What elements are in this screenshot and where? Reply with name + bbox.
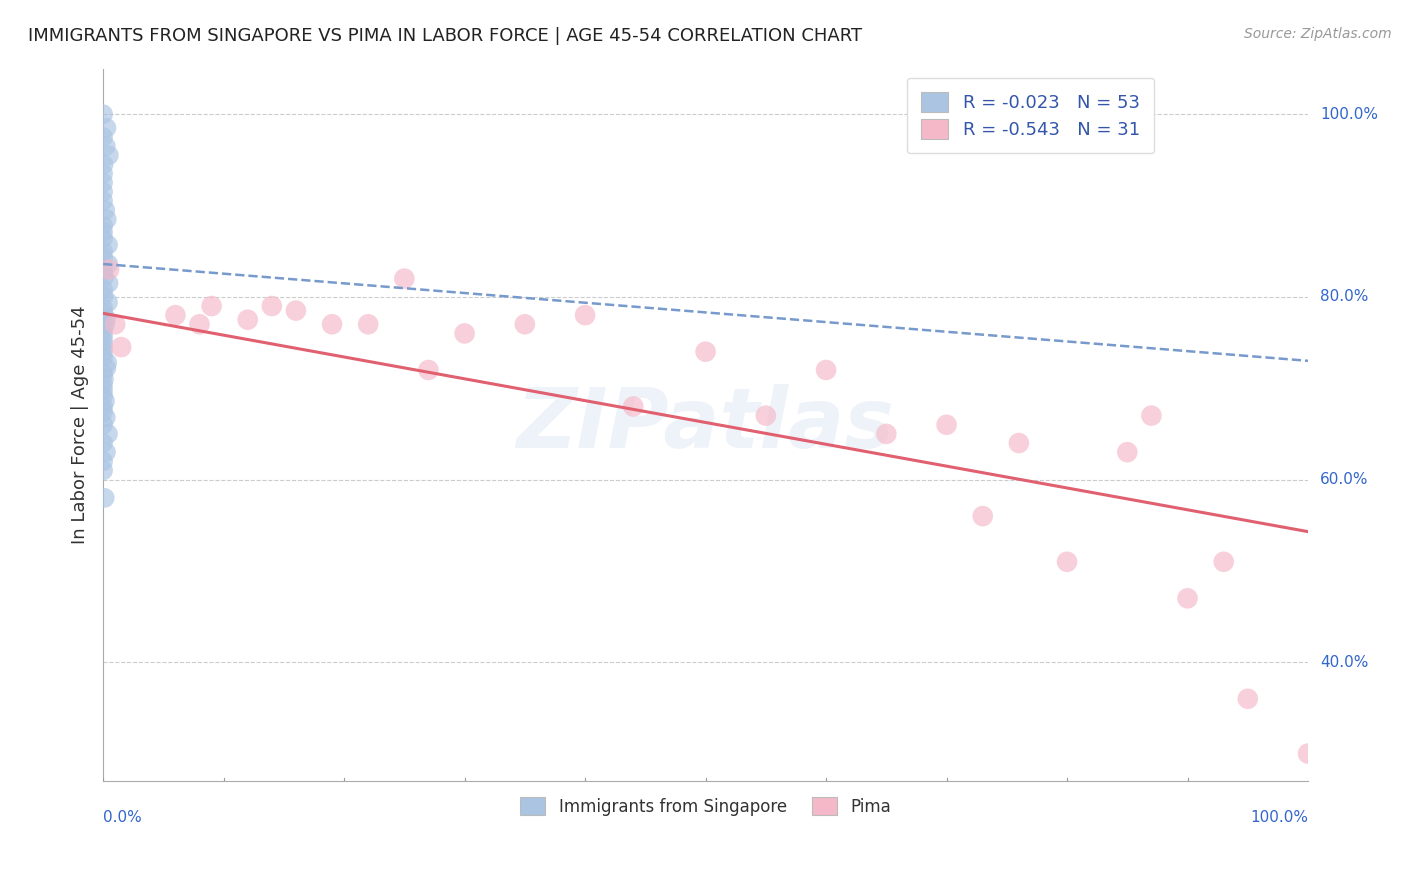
Point xyxy=(93,306,115,320)
Point xyxy=(1116,445,1139,459)
Point xyxy=(1056,555,1078,569)
Point xyxy=(91,463,114,477)
Point xyxy=(200,299,222,313)
Point xyxy=(94,203,117,218)
Point xyxy=(165,308,187,322)
Point xyxy=(91,417,114,432)
Point xyxy=(935,417,957,432)
Text: 0.0%: 0.0% xyxy=(103,810,142,824)
Point xyxy=(91,244,114,259)
Point xyxy=(91,167,114,181)
Point xyxy=(94,491,117,505)
Point xyxy=(260,299,283,313)
Y-axis label: In Labor Force | Age 45-54: In Labor Force | Age 45-54 xyxy=(72,305,89,544)
Point xyxy=(97,237,120,252)
Point xyxy=(91,263,114,277)
Point xyxy=(97,148,120,162)
Point xyxy=(94,139,117,153)
Text: 100.0%: 100.0% xyxy=(1250,810,1308,824)
Point xyxy=(91,231,114,245)
Point xyxy=(91,454,114,468)
Point xyxy=(94,445,117,459)
Point xyxy=(96,356,118,370)
Point xyxy=(91,383,114,397)
Point xyxy=(91,334,114,348)
Point xyxy=(695,344,717,359)
Point xyxy=(1296,747,1319,761)
Text: IMMIGRANTS FROM SINGAPORE VS PIMA IN LABOR FORCE | AGE 45-54 CORRELATION CHART: IMMIGRANTS FROM SINGAPORE VS PIMA IN LAB… xyxy=(28,27,862,45)
Point xyxy=(93,269,115,284)
Point xyxy=(236,312,259,326)
Point xyxy=(97,276,120,290)
Point xyxy=(91,176,114,190)
Text: 60.0%: 60.0% xyxy=(1320,472,1368,487)
Point xyxy=(1140,409,1163,423)
Legend: Immigrants from Singapore, Pima: Immigrants from Singapore, Pima xyxy=(513,790,897,822)
Text: ZIPatlas: ZIPatlas xyxy=(516,384,894,466)
Point xyxy=(453,326,475,341)
Point xyxy=(91,350,114,364)
Point xyxy=(97,257,120,271)
Point xyxy=(93,289,115,303)
Point xyxy=(91,219,114,233)
Point xyxy=(91,301,114,315)
Point xyxy=(91,388,114,402)
Point xyxy=(97,295,120,310)
Text: Source: ZipAtlas.com: Source: ZipAtlas.com xyxy=(1244,27,1392,41)
Point xyxy=(1212,555,1234,569)
Point xyxy=(755,409,778,423)
Point xyxy=(96,120,118,135)
Point xyxy=(93,372,115,386)
Point xyxy=(97,426,120,441)
Point xyxy=(1177,591,1199,606)
Point xyxy=(96,361,118,376)
Point xyxy=(98,262,121,277)
Point xyxy=(972,509,994,524)
Point xyxy=(94,311,117,326)
Point xyxy=(91,130,114,145)
Point xyxy=(394,271,416,285)
Point xyxy=(104,318,127,332)
Point xyxy=(188,318,211,332)
Point xyxy=(91,344,114,359)
Point xyxy=(93,157,115,171)
Point xyxy=(91,225,114,239)
Text: 80.0%: 80.0% xyxy=(1320,289,1368,304)
Point xyxy=(96,212,118,227)
Point xyxy=(91,283,114,297)
Point xyxy=(284,303,307,318)
Point xyxy=(91,185,114,199)
Point xyxy=(815,363,838,377)
Point xyxy=(513,318,536,332)
Point xyxy=(321,318,343,332)
Point xyxy=(91,405,114,419)
Point xyxy=(94,394,117,409)
Point xyxy=(110,340,132,354)
Point xyxy=(1236,691,1258,706)
Point xyxy=(418,363,440,377)
Text: 100.0%: 100.0% xyxy=(1320,107,1378,121)
Point xyxy=(94,410,117,425)
Point xyxy=(91,251,114,265)
Point xyxy=(91,436,114,450)
Point xyxy=(94,318,117,332)
Text: 40.0%: 40.0% xyxy=(1320,655,1368,670)
Point xyxy=(91,377,114,392)
Point xyxy=(574,308,596,322)
Point xyxy=(91,367,114,381)
Point xyxy=(91,328,114,343)
Point xyxy=(357,318,380,332)
Point xyxy=(91,107,114,121)
Point xyxy=(621,400,644,414)
Point xyxy=(91,400,114,414)
Point xyxy=(91,323,114,337)
Point xyxy=(91,339,114,353)
Point xyxy=(1008,436,1031,450)
Point xyxy=(91,194,114,208)
Point xyxy=(875,426,897,441)
